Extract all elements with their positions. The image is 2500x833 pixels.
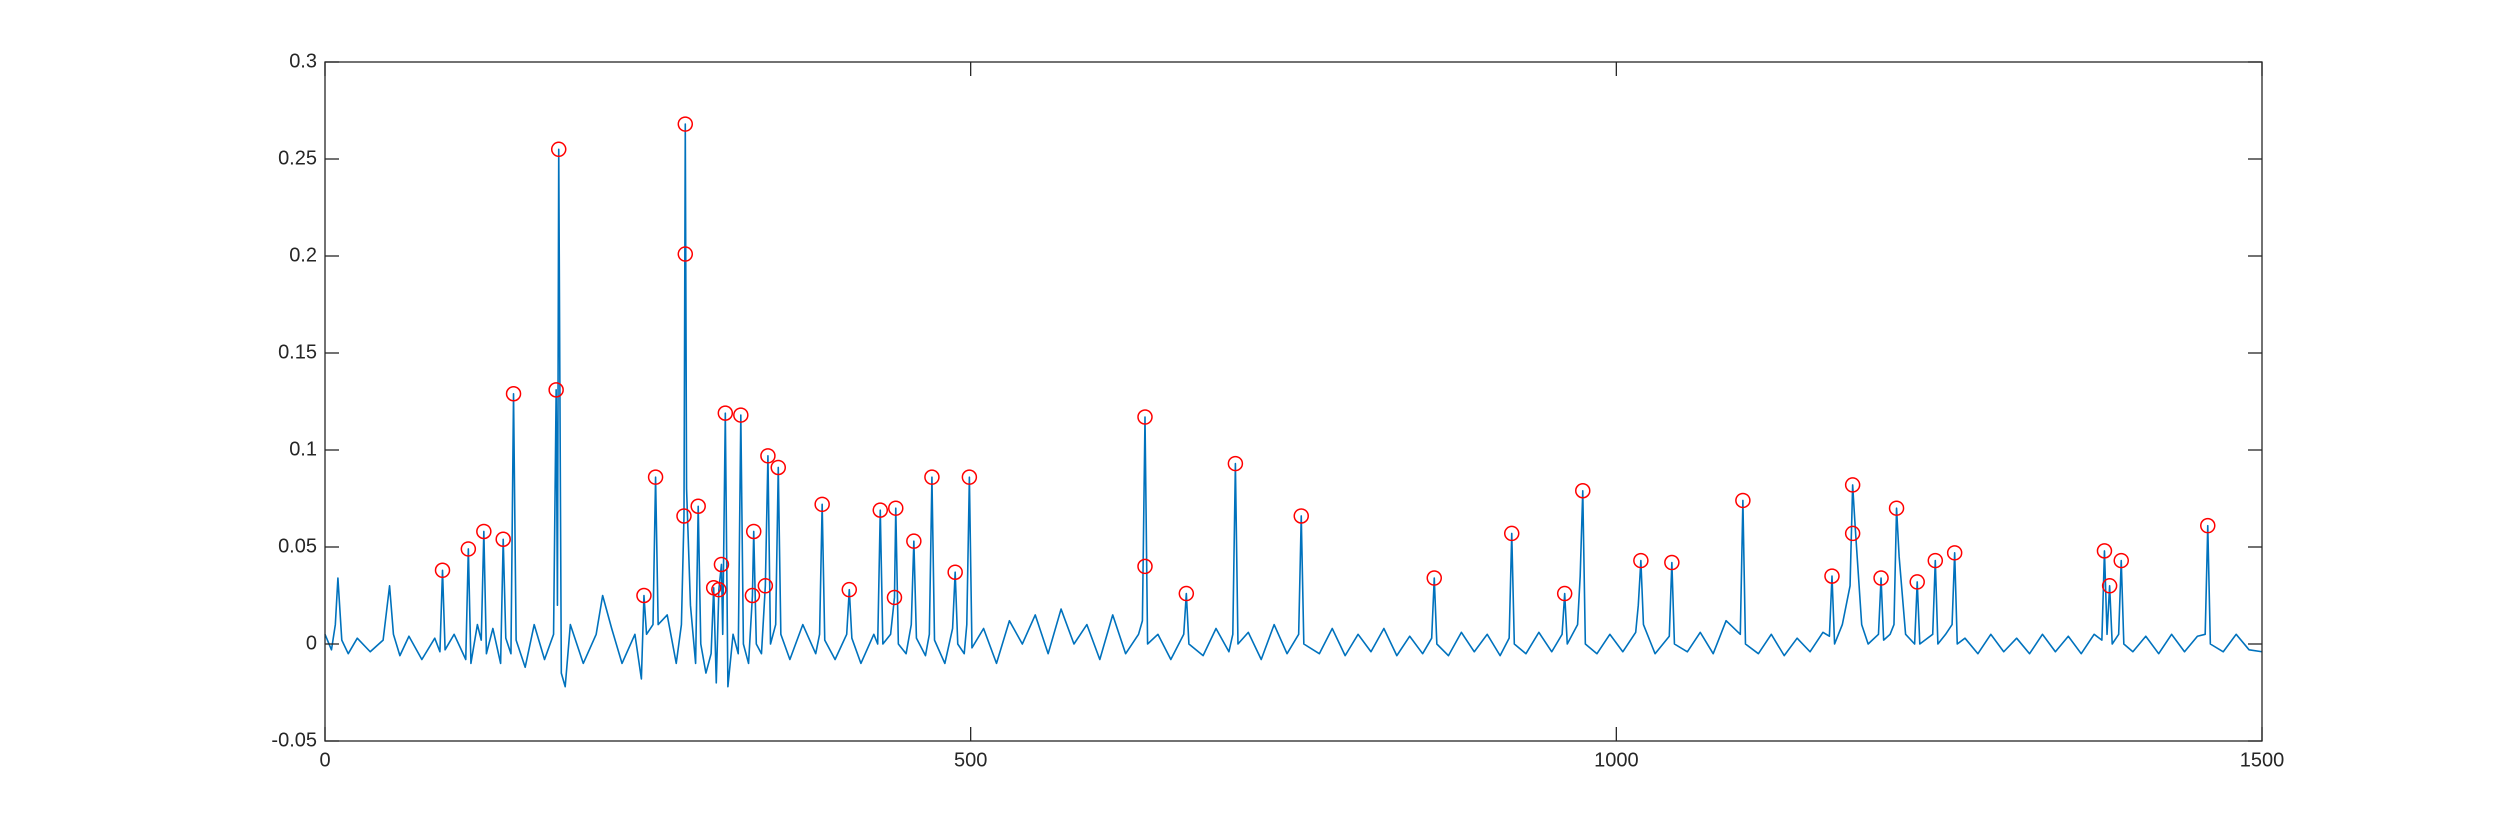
- peak-marker: [1426, 570, 1443, 586]
- peak-marker: [1633, 552, 1649, 569]
- peak-marker: [924, 469, 940, 485]
- peak-marker: [690, 498, 706, 515]
- peak-marker: [1946, 545, 1963, 561]
- peak-marker: [1873, 570, 1889, 586]
- peak-marker: [888, 500, 904, 516]
- peak-marker: [1844, 525, 1861, 542]
- peak-marker: [647, 469, 664, 485]
- peak-marker: [1824, 568, 1840, 584]
- peak-marker: [1503, 525, 1520, 542]
- signal-line: [324, 123, 2263, 688]
- peak-marker: [814, 496, 830, 513]
- peak-marker: [947, 564, 963, 580]
- peak-marker: [1556, 585, 1573, 602]
- peak-marker: [872, 502, 889, 518]
- peak-marker: [1293, 508, 1309, 524]
- peak-marker: [733, 407, 749, 423]
- peak-marker: [886, 589, 903, 606]
- peak-marker: [550, 141, 567, 158]
- peak-marker: [906, 533, 922, 549]
- peak-marker: [1735, 492, 1751, 509]
- peak-marker: [717, 405, 734, 421]
- peak-marker: [677, 246, 694, 262]
- y-tick-label: 0.1: [289, 438, 317, 460]
- y-tick-label: 0: [306, 632, 317, 654]
- x-tick-label: 0: [319, 749, 330, 771]
- peak-marker: [636, 587, 652, 604]
- peak-marker: [1664, 554, 1680, 571]
- y-tick-label: 0.15: [278, 341, 317, 363]
- peak-marker: [1137, 558, 1153, 575]
- y-tick-label: 0.25: [278, 147, 317, 169]
- peak-marker: [2200, 517, 2216, 534]
- axes-box: [324, 61, 2263, 742]
- x-tick-label: 1500: [2240, 749, 2285, 771]
- peak-marker: [505, 385, 522, 402]
- x-tick-label: 500: [954, 749, 987, 771]
- peak-marker: [1178, 585, 1195, 602]
- peak-marker: [2096, 543, 2113, 559]
- peak-marker: [476, 523, 492, 540]
- peak-marker: [711, 581, 727, 598]
- peak-marker: [961, 469, 978, 485]
- peak-marker: [760, 448, 776, 464]
- peak-marker: [2101, 578, 2118, 594]
- peak-marker: [495, 531, 511, 547]
- y-tick-label: 0.2: [289, 244, 317, 266]
- peak-marker: [745, 523, 762, 540]
- peak-marker: [677, 116, 694, 132]
- peak-marker: [434, 562, 451, 579]
- peak-marker: [2113, 552, 2129, 569]
- peak-marker: [1844, 477, 1861, 493]
- peak-marker: [1927, 552, 1944, 569]
- plot-area: [325, 62, 2262, 741]
- y-tick-label: 0.05: [278, 535, 317, 557]
- peak-marker: [1888, 500, 1905, 516]
- peak-marker: [713, 556, 730, 573]
- peak-marker: [676, 508, 692, 524]
- peak-marker: [744, 587, 761, 604]
- y-tick-label: 0.3: [289, 50, 317, 72]
- y-tick-label: -0.05: [271, 729, 317, 751]
- peak-marker: [841, 581, 858, 598]
- peak-marker: [1227, 455, 1244, 472]
- peak-marker: [1575, 482, 1591, 499]
- x-tick-label: 1000: [1594, 749, 1639, 771]
- peak-marker: [1137, 409, 1153, 425]
- peak-marker: [1909, 574, 1925, 590]
- peak-marker: [460, 541, 477, 557]
- peak-marker: [548, 382, 564, 398]
- peak-marker: [757, 578, 774, 594]
- peak-marker: [770, 459, 787, 476]
